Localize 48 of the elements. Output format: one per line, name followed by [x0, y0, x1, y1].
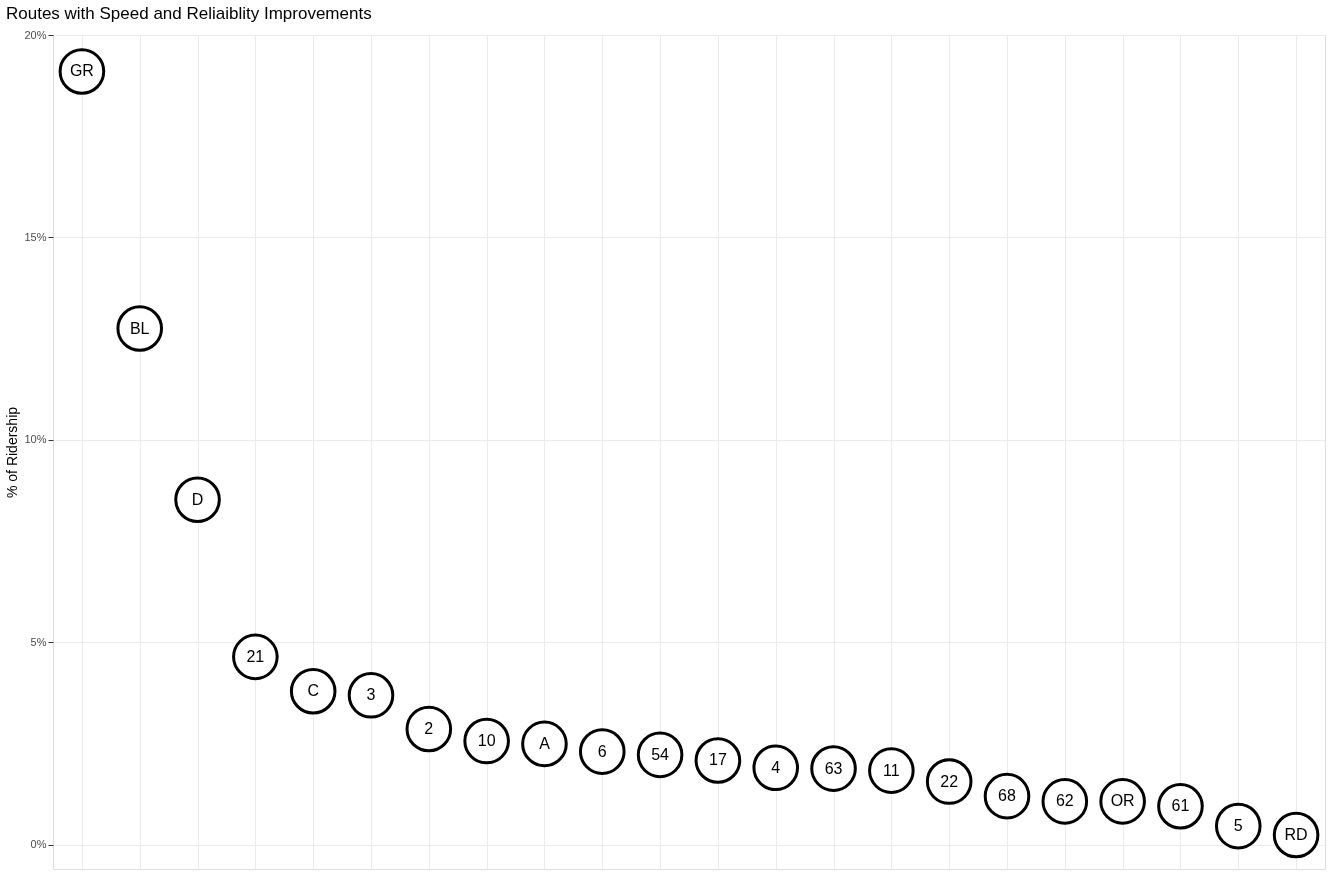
- point: [232, 633, 279, 681]
- annotation: 17: [709, 751, 727, 769]
- point: [578, 728, 626, 775]
- y-tick-label: 10%: [24, 433, 47, 446]
- y-tick-label: 15%: [24, 230, 47, 243]
- point: [694, 737, 742, 784]
- annotation: 11: [883, 761, 900, 779]
- point: [1214, 802, 1262, 850]
- annotation: 2: [424, 719, 434, 737]
- annotation: 10: [477, 732, 496, 750]
- point: [116, 305, 164, 352]
- annotation: 62: [1055, 792, 1074, 810]
- annotation: RD: [1284, 825, 1308, 843]
- point: [810, 745, 857, 792]
- point: [405, 705, 453, 753]
- annotation: 22: [940, 772, 959, 790]
- annotation: 6: [597, 742, 607, 760]
- point: [925, 758, 973, 805]
- annotation: 3: [366, 686, 376, 704]
- y-axis-title: % of Ridership: [4, 406, 21, 499]
- point: [174, 476, 221, 524]
- point: [1157, 783, 1204, 830]
- annotation: 63: [824, 759, 843, 777]
- annotation: 21: [246, 647, 265, 665]
- annotation: D: [191, 490, 204, 508]
- annotation: BL: [129, 319, 150, 337]
- annotation: A: [539, 734, 551, 752]
- chart-title: Routes with Speed and Reliaiblity Improvements: [5, 4, 372, 23]
- point: [463, 717, 510, 765]
- y-tick-label: 0%: [30, 838, 47, 851]
- annotation: OR: [1110, 792, 1135, 810]
- annotation: C: [307, 682, 319, 700]
- annotation: 5: [1233, 817, 1243, 835]
- y-tick-label: 5%: [30, 635, 47, 648]
- annotation: 61: [1171, 797, 1190, 815]
- point: [636, 731, 684, 779]
- point: [347, 672, 395, 719]
- point: [1041, 778, 1089, 825]
- point: [868, 747, 915, 794]
- point: [983, 772, 1031, 820]
- annotation: GR: [69, 62, 94, 80]
- point: [289, 668, 337, 715]
- y-tick-label: 20%: [24, 28, 47, 41]
- annotation: 54: [651, 745, 670, 763]
- point: [521, 720, 568, 768]
- annotation: 68: [998, 787, 1016, 805]
- annotation: 4: [771, 758, 781, 776]
- point: [752, 744, 800, 792]
